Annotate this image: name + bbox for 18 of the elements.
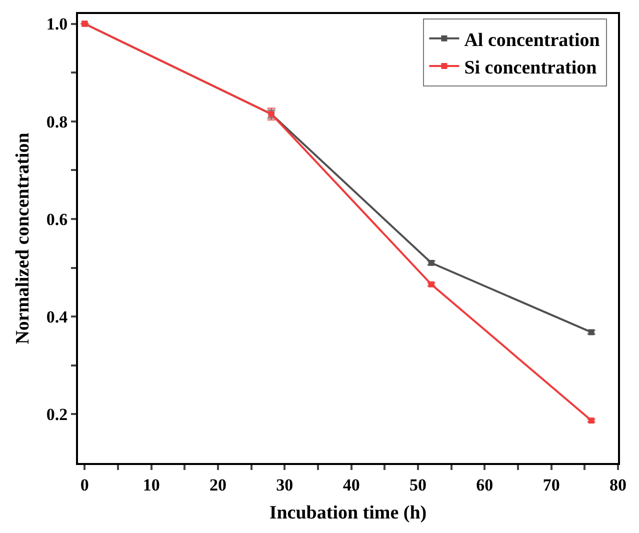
x-tick-label: 80: [610, 475, 626, 494]
x-tick-label: 70: [542, 475, 560, 494]
x-axis-title: Incubation time (h): [269, 502, 427, 524]
x-tick-label: 30: [276, 475, 294, 494]
x-tick-label: 40: [342, 475, 360, 494]
y-tick-label: 0.2: [46, 405, 68, 424]
y-tick-label: 0.4: [46, 308, 68, 327]
y-axis-title: Normalized concentration: [12, 132, 34, 344]
y-tick-label: 0.8: [46, 112, 68, 132]
x-tick-label: 10: [142, 475, 160, 494]
y-tick-label: 1.0: [46, 14, 68, 34]
x-tick-label: 20: [210, 475, 226, 494]
x-tick-label: 50: [410, 475, 426, 494]
legend-label: Si concentration: [464, 57, 598, 78]
x-tick-label: 60: [476, 475, 494, 494]
legend-label: Al concentration: [464, 30, 600, 51]
x-tick-label: 0: [80, 475, 89, 494]
y-tick-label: 0.6: [46, 210, 68, 229]
